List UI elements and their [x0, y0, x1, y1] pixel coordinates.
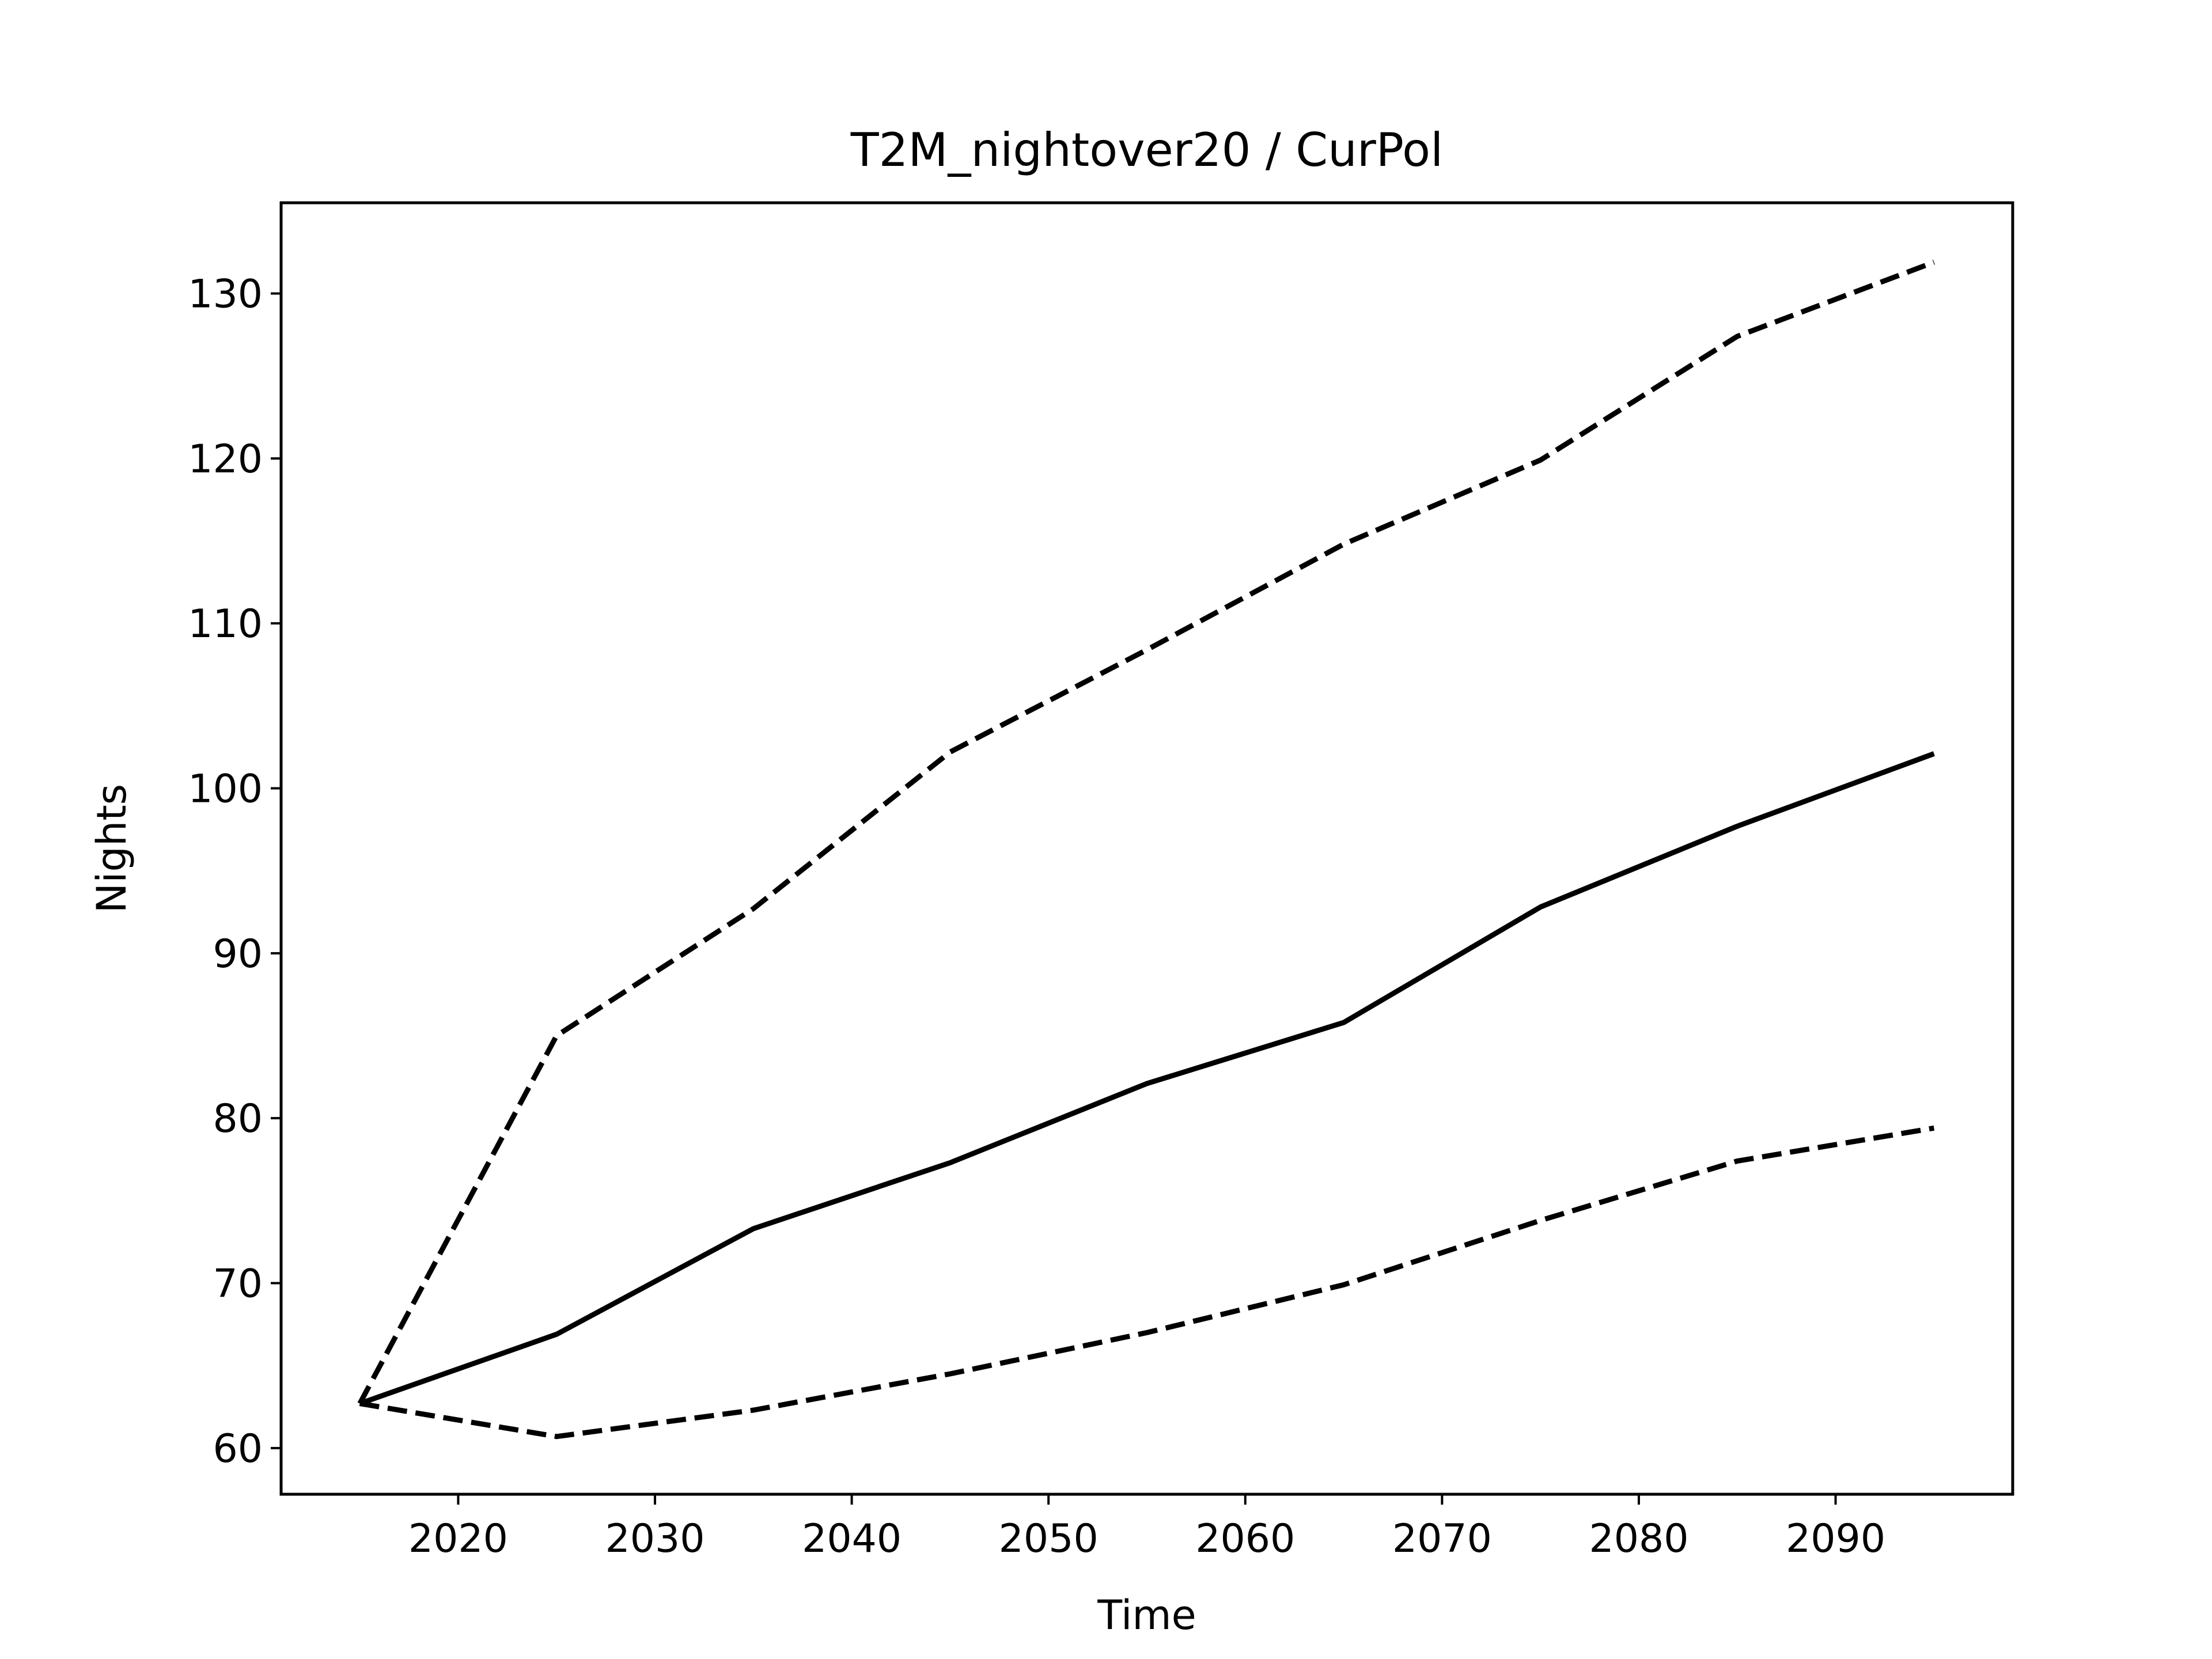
y-tick-label: 60	[213, 1426, 263, 1472]
series-line-1-solid	[359, 751, 1935, 1406]
x-tick-label: 2090	[1786, 1516, 1885, 1562]
y-tick-label: 120	[188, 437, 263, 482]
y-axis-label: Nights	[88, 784, 135, 914]
x-tick-label: 2030	[605, 1516, 704, 1562]
y-axis-ticks: 60 70 80 90 100 110 120 130	[188, 271, 281, 1472]
y-tick-label: 70	[213, 1261, 263, 1306]
y-tick-label: 130	[188, 271, 263, 317]
x-tick-label: 2070	[1392, 1516, 1492, 1562]
series-line-3-dashed	[359, 1125, 1935, 1440]
y-tick-label: 100	[188, 766, 263, 812]
plot-frame	[279, 201, 2014, 1496]
x-tick-label: 2080	[1589, 1516, 1688, 1562]
y-tick-label: 80	[213, 1096, 263, 1142]
y-tick-label: 110	[188, 601, 263, 647]
x-axis-label: Time	[1097, 1592, 1196, 1639]
y-tick-label: 90	[213, 931, 263, 977]
series-line-2-dashed	[357, 259, 1935, 1405]
x-axis-ticks: 2020 2030 2040 2050 2060 2070 2080 2090	[408, 1494, 1885, 1562]
series-layer	[357, 259, 1935, 1440]
x-tick-label: 2050	[999, 1516, 1099, 1562]
x-tick-label: 2020	[408, 1516, 508, 1562]
x-tick-label: 2040	[802, 1516, 902, 1562]
x-tick-label: 2060	[1195, 1516, 1295, 1562]
chart-title: T2M_nightover20 / CurPol	[850, 123, 1444, 177]
